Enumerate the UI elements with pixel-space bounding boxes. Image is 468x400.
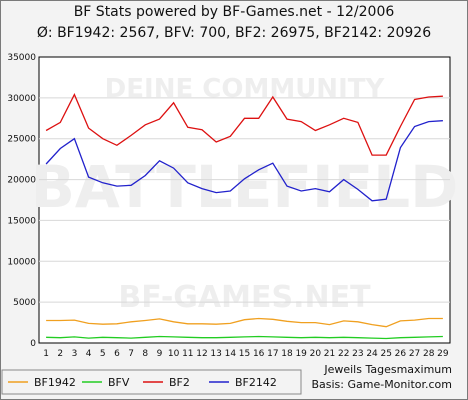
x-tick-label: 26 xyxy=(395,349,407,359)
y-tick-label: 25000 xyxy=(7,135,36,145)
watermark-text: BATTLEFIELD xyxy=(31,153,459,221)
x-tick-label: 19 xyxy=(295,349,307,359)
y-tick-label: 15000 xyxy=(7,216,36,226)
x-tick-label: 12 xyxy=(196,349,207,359)
x-tick-label: 17 xyxy=(267,349,278,359)
x-tick-label: 15 xyxy=(239,349,250,359)
legend-label: BF2142 xyxy=(235,376,277,389)
legend: BF1942 BFV BF2 BF2142 xyxy=(1,369,302,395)
x-tick-label: 20 xyxy=(310,349,322,359)
x-tick-label: 8 xyxy=(142,349,148,359)
x-tick-label: 10 xyxy=(168,349,180,359)
chart-title: BF Stats powered by BF-Games.net - 12/20… xyxy=(73,4,395,20)
series-lines xyxy=(45,93,443,340)
x-tick-label: 29 xyxy=(437,349,449,359)
x-tick-label: 16 xyxy=(253,349,265,359)
y-tick-label: 10000 xyxy=(7,257,36,267)
y-tick-label: 20000 xyxy=(7,176,36,186)
watermark: DEINE COMMUNITY BATTLEFIELD BF-GAMES.NET xyxy=(31,74,459,315)
chart-subtitle: Ø: BF1942: 2567, BFV: 700, BF2: 26975, B… xyxy=(36,25,432,41)
x-tick-label: 5 xyxy=(100,349,106,359)
series-line-bf1942 xyxy=(46,317,443,328)
x-tick-label: 28 xyxy=(423,349,435,359)
x-tick-label: 4 xyxy=(86,349,92,359)
x-tick-label: 23 xyxy=(352,349,363,359)
y-tick-label: 35000 xyxy=(7,53,36,63)
note-source: Basis: Game-Monitor.com xyxy=(311,378,452,391)
note-daily-max: Jeweils Tagesmaximum xyxy=(323,363,452,376)
legend-label: BFV xyxy=(108,376,130,389)
x-tick-label: 9 xyxy=(157,349,163,359)
x-tick-label: 27 xyxy=(409,349,420,359)
legend-label: BF1942 xyxy=(34,376,76,389)
y-tick-label: 0 xyxy=(30,339,36,349)
x-tick-label: 22 xyxy=(338,349,349,359)
x-tick-label: 13 xyxy=(210,349,221,359)
x-tick-label: 1 xyxy=(43,349,49,359)
x-tick-label: 2 xyxy=(57,349,63,359)
x-tick-label: 11 xyxy=(182,349,193,359)
y-tick-label: 30000 xyxy=(7,94,36,104)
watermark-text: DEINE COMMUNITY xyxy=(105,74,386,104)
y-tick-label: 5000 xyxy=(13,298,36,308)
watermark-text: BF-GAMES.NET xyxy=(118,280,371,315)
legend-label: BF2 xyxy=(169,376,190,389)
x-tick-label: 6 xyxy=(114,349,120,359)
x-tick-label: 14 xyxy=(225,349,237,359)
x-tick-label: 21 xyxy=(324,349,335,359)
series-line-bfv xyxy=(46,335,443,340)
x-tick-label: 7 xyxy=(128,349,134,359)
series-line-bf2 xyxy=(45,93,443,156)
x-tick-label: 24 xyxy=(366,349,378,359)
series-line-bf2142 xyxy=(45,120,443,202)
y-axis-ticks: 0 5000 10000 15000 20000 25000 30000 35000 xyxy=(7,53,36,349)
x-tick-label: 18 xyxy=(281,349,293,359)
x-tick-label: 25 xyxy=(380,349,391,359)
x-axis-ticks: 1 2 3 4 5 6 7 8 9 10 11 12 13 14 15 16 17 18 19 20 21 22 23 24 2… xyxy=(43,349,449,359)
x-tick-label: 3 xyxy=(72,349,78,359)
